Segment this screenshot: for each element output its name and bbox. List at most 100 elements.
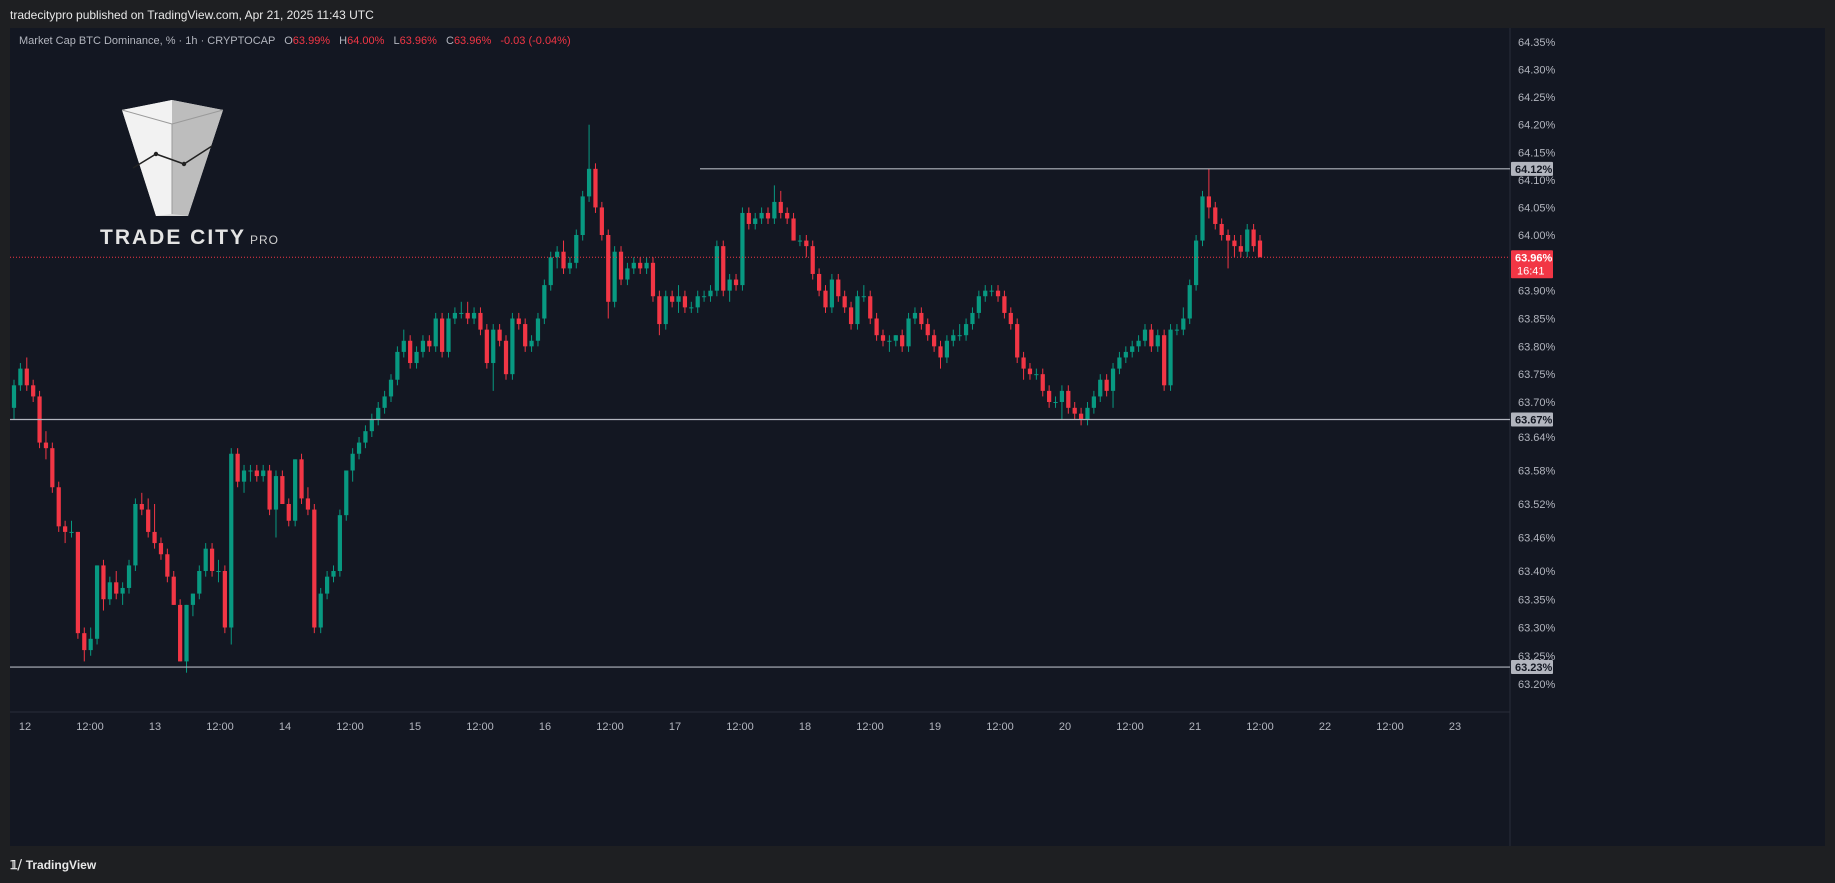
candle-body: [133, 504, 138, 566]
candle-body: [459, 312, 464, 314]
candle: [861, 285, 866, 302]
candle-body: [107, 582, 112, 600]
tradingview-logo[interactable]: 𝟙⧸ TradingView: [10, 858, 97, 872]
candle: [708, 285, 713, 302]
candle: [312, 504, 317, 634]
candle-body: [209, 548, 215, 571]
tradingview-logo-icon: 𝟙⧸: [10, 858, 22, 872]
candle: [868, 290, 873, 325]
candle-body: [1085, 407, 1090, 420]
candle: [139, 492, 144, 516]
candle: [893, 335, 898, 347]
y-tick-label: 63.64%: [1518, 432, 1556, 444]
candle: [919, 307, 924, 330]
candle-body: [976, 296, 981, 313]
candle: [1193, 235, 1199, 291]
candle-body: [586, 168, 592, 197]
x-tick-label: 20: [1059, 721, 1071, 733]
candle: [618, 246, 624, 286]
candle-body: [925, 324, 930, 336]
candle: [932, 329, 937, 352]
candle: [1130, 340, 1135, 358]
candle: [836, 273, 841, 302]
candle-body: [797, 240, 803, 242]
candle-body: [785, 212, 790, 219]
candle: [101, 559, 106, 611]
candle: [957, 324, 962, 341]
candle: [625, 262, 630, 286]
candle-body: [1136, 340, 1141, 347]
candle: [503, 335, 509, 380]
candle: [855, 290, 860, 330]
x-tick-label: 12:00: [1116, 721, 1144, 733]
candle: [938, 340, 943, 369]
y-tick-label: 64.35%: [1518, 37, 1556, 49]
chart-area[interactable]: 64.35% 64.30% 64.25% 64.20% 64.15% 64.10% 64.0…: [10, 28, 1825, 846]
candle-body: [465, 312, 470, 319]
trade-city-logo: TRADE CITY PRO: [88, 96, 278, 256]
candle-body: [63, 526, 68, 532]
candle: [848, 301, 854, 330]
candle: [318, 587, 323, 634]
candle-body: [491, 329, 496, 364]
candle-body: [644, 262, 649, 269]
candle-body: [1078, 413, 1084, 420]
candle: [459, 301, 464, 319]
candle: [337, 509, 342, 577]
candle: [1187, 279, 1192, 325]
change-value: -0.03 (-0.04%): [500, 35, 571, 47]
candle-body: [497, 329, 502, 341]
candle: [874, 312, 879, 341]
candle-body: [1040, 374, 1045, 391]
candle-body: [324, 576, 330, 594]
candle-body: [912, 312, 918, 319]
candle: [567, 257, 573, 274]
y-tick-label: 64.20%: [1518, 120, 1556, 132]
candle: [324, 571, 330, 600]
x-tick-label: 14: [279, 721, 291, 733]
candle-body: [625, 268, 630, 280]
x-tick-label: 12:00: [856, 721, 884, 733]
candle: [963, 318, 969, 341]
candle: [1181, 307, 1186, 336]
candle: [248, 464, 253, 482]
candle-body: [995, 290, 1001, 297]
candle-body: [906, 318, 911, 347]
candle: [408, 335, 413, 369]
candle-body: [880, 335, 886, 341]
candle-body: [542, 285, 547, 319]
candle: [133, 498, 138, 571]
candle-body: [178, 604, 183, 662]
candle-body: [1162, 335, 1167, 386]
candle: [452, 307, 458, 325]
candle-body: [900, 335, 905, 347]
candle: [18, 363, 23, 391]
candle: [1238, 235, 1243, 258]
published-text: tradecitypro published on TradingView.co…: [10, 8, 374, 22]
candle: [753, 212, 758, 230]
candle-body: [548, 257, 553, 286]
candlestick-chart[interactable]: 64.35% 64.30% 64.25% 64.20% 64.15% 64.10% 64.0…: [10, 28, 1825, 846]
candle: [574, 229, 579, 269]
candle: [906, 312, 911, 352]
candle: [165, 548, 170, 583]
x-tick-label: 12:00: [726, 721, 754, 733]
x-tick-label: 19: [929, 721, 941, 733]
candle-body: [395, 351, 400, 380]
candle: [388, 374, 394, 402]
candle: [612, 246, 617, 308]
candle: [376, 402, 381, 426]
x-tick-label: 16: [539, 721, 551, 733]
x-tick-label: 23: [1449, 721, 1461, 733]
candle: [644, 257, 649, 274]
low-value: 63.96%: [399, 35, 437, 47]
x-tick-label: 12:00: [986, 721, 1014, 733]
candle: [369, 413, 374, 437]
candle-body: [69, 531, 74, 533]
candle-body: [120, 587, 125, 594]
candle-body: [331, 571, 336, 577]
candle-body: [631, 262, 636, 269]
candle-body: [452, 312, 458, 319]
candle-body: [759, 212, 764, 219]
candle: [1136, 335, 1141, 352]
